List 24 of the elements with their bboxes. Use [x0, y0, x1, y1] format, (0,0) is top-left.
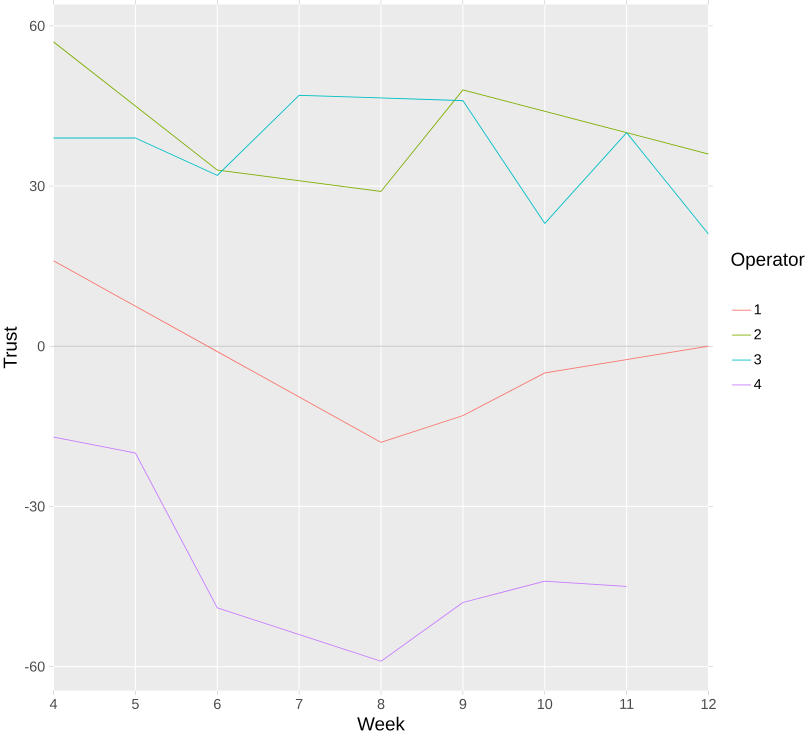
y-tick-label: -60 [25, 661, 45, 672]
line-series [54, 436, 628, 662]
legend-title: Operator [731, 252, 804, 270]
line-series [54, 260, 709, 443]
line-series [54, 94, 709, 234]
y-tick-label: 30 [30, 180, 45, 192]
x-tick-label: 8 [378, 698, 384, 710]
y-tick-label: 0 [38, 341, 45, 352]
legend-label: 2 [754, 329, 761, 340]
x-tick-label: 6 [214, 698, 221, 710]
x-tick-label: 9 [460, 698, 466, 710]
x-tick-label: 4 [50, 698, 58, 709]
x-tick-label: 5 [132, 698, 139, 709]
x-tick-label: 7 [296, 698, 302, 709]
y-tick-label: -30 [25, 501, 45, 512]
legend-label: 3 [754, 354, 762, 364]
legend-label: 4 [754, 379, 762, 389]
x-tick-label: 10 [538, 698, 552, 710]
x-tick-label: 11 [620, 698, 634, 709]
x-tick-label: 12 [702, 698, 716, 709]
x-axis-title: Week [357, 716, 405, 730]
y-axis-title: Trust [4, 326, 17, 368]
y-tick-label: 60 [30, 20, 45, 31]
legend-label: 1 [754, 304, 761, 314]
